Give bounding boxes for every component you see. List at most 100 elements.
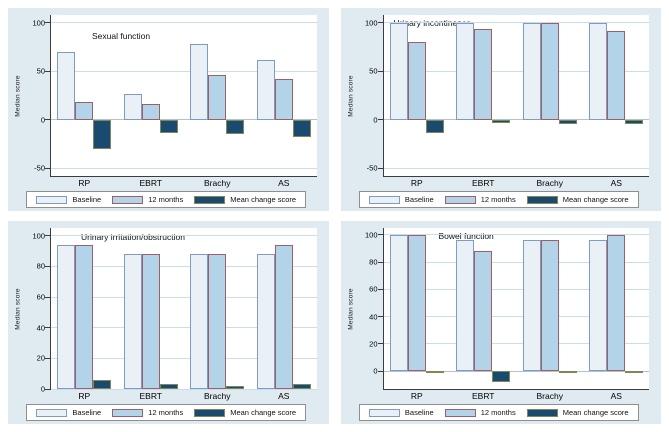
y-tick-label: -50: [366, 163, 378, 173]
x-category-label: RP: [410, 178, 423, 188]
chart-panel-sexual-function: Median score -50 0 50 100 Sexual function R…: [8, 8, 329, 211]
x-category-label: AS: [610, 178, 622, 188]
y-tick-label: 60: [369, 284, 378, 294]
bar-baseline-ebrt: [456, 240, 475, 372]
y-tick-mark: [377, 234, 383, 236]
legend-row: Baseline 12 months Mean change score: [345, 191, 654, 208]
y-tick-mark: [45, 265, 50, 267]
chart-panel-urinary-incontinence: Median score -50 0 50 100 Urinary incontine…: [340, 8, 661, 211]
x-category-label: AS: [610, 391, 622, 401]
legend-swatch-mean-change-score: [194, 195, 226, 204]
y-tick-label: -50: [34, 163, 45, 173]
x-category-label: EBRT: [139, 178, 163, 188]
y-tick-mark: [377, 70, 383, 72]
chart-title: Urinary irritation/obstruction: [81, 232, 185, 242]
x-category-label: Brachy: [536, 391, 563, 401]
y-axis-ticks: 0 20 40 60 80 100: [357, 228, 383, 390]
x-category-label: RP: [410, 391, 423, 401]
legend-entry: 12 months: [112, 408, 183, 417]
bar-mean-change-score-brachy: [226, 385, 245, 389]
legend-swatch-12-months: [112, 408, 144, 417]
legend-label: Mean change score: [230, 195, 297, 204]
bar-baseline-as: [256, 59, 275, 120]
bar-mean-change-score-ebrt: [492, 371, 511, 383]
y-tick-label: 40: [36, 322, 45, 332]
bar-12-months-brachy: [540, 22, 559, 120]
gridline: [383, 22, 649, 24]
plot-area: Urinary irritation/obstruction: [45, 228, 317, 390]
bar-baseline-rp: [389, 22, 408, 120]
chart-panel-bowel-function: Median score 0 20 40 60 80 100 Bowel function…: [340, 221, 661, 424]
gridline: [383, 70, 649, 72]
gridline: [51, 22, 317, 24]
chart-body: Median score -50 0 50 100 Sexual function: [12, 15, 321, 177]
legend-label: 12 months: [148, 195, 184, 204]
y-axis-label: Median score: [347, 288, 354, 330]
y-tick-mark: [45, 235, 50, 237]
y-tick-label: 60: [36, 292, 45, 302]
x-category-label: AS: [278, 178, 290, 188]
bar-baseline-rp: [57, 51, 76, 120]
bar-baseline-rp: [57, 244, 76, 389]
legend-label: 12 months: [480, 408, 516, 417]
chart-title: Bowel function: [438, 231, 494, 241]
chart-body: Median score -50 0 50 100 Urinary incontine…: [345, 15, 654, 177]
legend-entry: Mean change score: [526, 195, 629, 204]
legend-label: 12 months: [148, 408, 184, 417]
y-tick-mark: [377, 119, 383, 121]
y-tick-label: 20: [369, 339, 378, 349]
bar-mean-change-score-rp: [93, 119, 112, 149]
y-axis-ticks: 0 20 40 60 80 100: [24, 228, 50, 392]
legend-label: Mean change score: [562, 408, 629, 417]
legend-swatch-baseline: [368, 195, 400, 204]
chart-body: Median score 0 20 40 60 80 100 Urinary irrita…: [12, 228, 321, 392]
legend-entry: 12 months: [444, 408, 516, 417]
y-tick-mark: [377, 288, 383, 290]
gridline: [51, 265, 317, 267]
y-tick-label: 20: [36, 353, 45, 363]
y-axis-label: Median score: [14, 288, 22, 330]
legend-swatch-baseline: [36, 195, 68, 204]
legend-entry: 12 months: [444, 195, 516, 204]
bar-12-months-brachy: [208, 75, 227, 120]
y-axis-ticks: -50 0 50 100: [24, 15, 50, 177]
bar-12-months-brachy: [540, 240, 559, 372]
bar-baseline-brachy: [190, 254, 209, 389]
bar-12-months-ebrt: [141, 254, 160, 389]
zero-line: [383, 119, 649, 121]
bar-12-months-as: [607, 234, 626, 372]
y-axis-label-column: Median score: [12, 228, 24, 390]
chart-body: Median score 0 20 40 60 80 100 Bowel function: [345, 228, 654, 390]
bar-mean-change-score-as: [292, 119, 311, 138]
legend-swatch-12-months: [112, 195, 144, 204]
chart-title: Sexual function: [92, 31, 151, 41]
zero-line: [51, 119, 317, 121]
y-tick-label: 50: [36, 66, 45, 76]
y-tick-mark: [45, 22, 50, 24]
bar-mean-change-score-rp: [425, 371, 444, 374]
legend: Baseline 12 months Mean change score: [26, 404, 307, 421]
bar-mean-change-score-brachy: [558, 371, 577, 374]
gridline: [51, 388, 317, 390]
bar-baseline-ebrt: [123, 93, 142, 120]
bar-12-months-as: [607, 30, 626, 120]
legend-label: Baseline: [404, 408, 434, 417]
y-axis-label: Median score: [347, 75, 354, 117]
legend-entry: Baseline: [36, 408, 101, 417]
y-tick-label: 0: [373, 366, 378, 376]
legend-label: Baseline: [404, 195, 434, 204]
legend-swatch-mean-change-score: [194, 408, 226, 417]
legend-row: Baseline 12 months Mean change score: [12, 404, 321, 421]
y-axis-label-column: Median score: [12, 15, 24, 177]
bar-baseline-as: [589, 240, 608, 372]
y-axis-label: Median score: [14, 75, 22, 117]
bar-mean-change-score-as: [292, 384, 311, 389]
gridline: [383, 316, 649, 318]
bar-baseline-brachy: [522, 22, 541, 120]
y-tick-label: 100: [364, 18, 378, 27]
bar-12-months-as: [274, 79, 293, 120]
x-axis-categories: RP EBRT Brachy AS: [384, 177, 650, 191]
x-category-label: Brachy: [204, 391, 231, 401]
legend-entry: Mean change score: [194, 195, 296, 204]
legend-entry: Mean change score: [526, 408, 629, 417]
